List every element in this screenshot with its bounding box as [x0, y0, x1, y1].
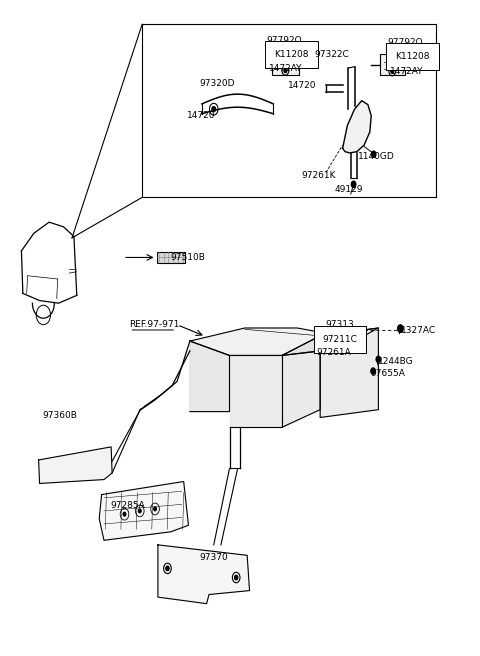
Text: K11208: K11208: [395, 52, 430, 62]
Circle shape: [123, 512, 126, 516]
Text: 97322C: 97322C: [314, 51, 348, 60]
Text: 1472AY: 1472AY: [269, 64, 302, 73]
FancyBboxPatch shape: [157, 251, 185, 262]
Circle shape: [397, 325, 403, 333]
Text: 97655A: 97655A: [370, 369, 405, 378]
Polygon shape: [158, 545, 250, 604]
Text: 1244BG: 1244BG: [378, 357, 414, 366]
Text: 14720: 14720: [288, 81, 316, 89]
FancyBboxPatch shape: [273, 54, 299, 75]
Text: 97320D: 97320D: [199, 79, 235, 87]
Polygon shape: [99, 482, 189, 541]
Text: 97792O: 97792O: [266, 36, 302, 45]
Polygon shape: [282, 336, 320, 427]
Circle shape: [154, 507, 156, 511]
Circle shape: [138, 509, 141, 513]
Text: 97792O: 97792O: [387, 38, 422, 47]
Circle shape: [166, 566, 169, 571]
Text: 1327AC: 1327AC: [401, 326, 436, 335]
Text: 1140GD: 1140GD: [359, 152, 395, 161]
Polygon shape: [343, 100, 371, 153]
Text: 97510B: 97510B: [171, 253, 205, 262]
Polygon shape: [282, 328, 378, 356]
Circle shape: [391, 70, 394, 73]
Text: 1472AY: 1472AY: [390, 67, 424, 76]
Text: REF.97-971: REF.97-971: [129, 319, 180, 329]
Text: 97211C: 97211C: [323, 335, 358, 344]
FancyBboxPatch shape: [380, 54, 405, 75]
Circle shape: [212, 106, 216, 112]
Text: 97261A: 97261A: [316, 348, 351, 358]
Text: K11208: K11208: [275, 51, 309, 60]
Circle shape: [371, 368, 375, 375]
Text: 97370: 97370: [199, 554, 228, 562]
Text: 97285A: 97285A: [110, 501, 145, 510]
Circle shape: [361, 347, 365, 354]
Text: 97360B: 97360B: [42, 411, 77, 420]
Text: 97313: 97313: [325, 320, 354, 329]
Text: 49129: 49129: [335, 185, 363, 194]
Text: 14720: 14720: [187, 112, 215, 120]
Polygon shape: [320, 328, 378, 417]
Circle shape: [376, 356, 381, 363]
Polygon shape: [229, 356, 282, 427]
Circle shape: [351, 181, 356, 188]
Circle shape: [371, 151, 376, 157]
FancyBboxPatch shape: [320, 335, 345, 344]
Circle shape: [234, 575, 238, 580]
Polygon shape: [190, 341, 229, 411]
Circle shape: [284, 69, 287, 73]
Polygon shape: [38, 447, 112, 483]
Text: 97261K: 97261K: [301, 171, 336, 180]
Polygon shape: [190, 328, 340, 356]
